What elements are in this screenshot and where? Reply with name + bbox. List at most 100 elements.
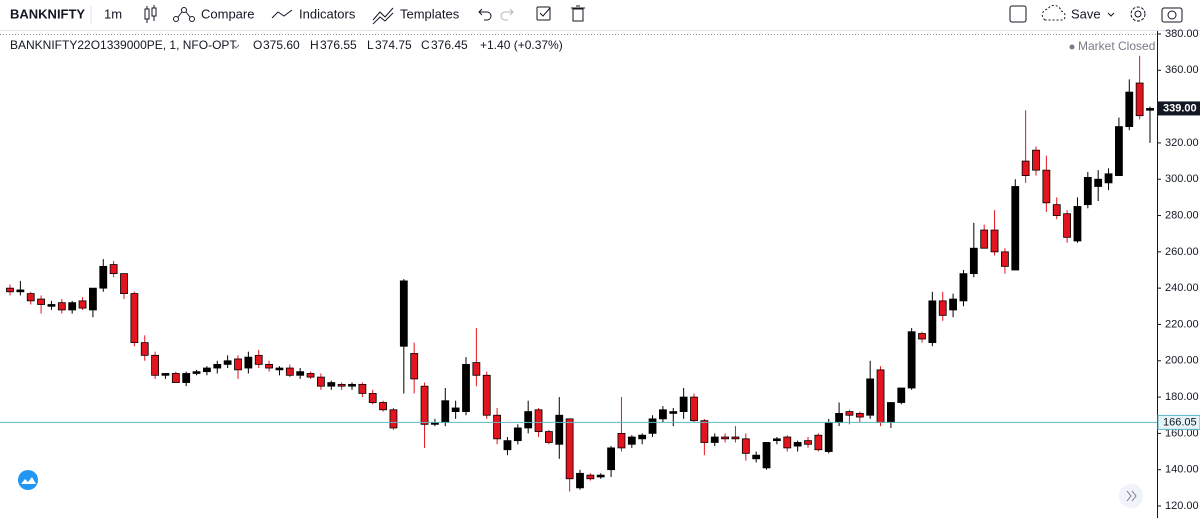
candle-body bbox=[441, 400, 450, 423]
candle-body bbox=[47, 304, 56, 307]
candle-body bbox=[638, 434, 647, 440]
candle-body bbox=[68, 302, 77, 311]
candle-body bbox=[990, 229, 999, 253]
y-tick-label: 140.00 bbox=[1165, 464, 1199, 476]
candle-body bbox=[793, 442, 802, 447]
legend-h-key: H bbox=[310, 38, 319, 52]
candle-body bbox=[700, 420, 709, 443]
save-dropdown[interactable] bbox=[1107, 12, 1115, 17]
screenshot-checkbox[interactable] bbox=[536, 6, 551, 21]
candle-type-icon[interactable] bbox=[144, 5, 157, 23]
status-dot bbox=[1069, 44, 1075, 50]
candle-body bbox=[26, 293, 35, 302]
undo-button[interactable] bbox=[478, 8, 492, 21]
candle-body bbox=[1115, 126, 1123, 177]
candle-body bbox=[928, 300, 937, 344]
y-tick-label: 280.00 bbox=[1165, 209, 1199, 221]
indicators-button[interactable]: Indicators bbox=[299, 6, 356, 21]
candle-body bbox=[327, 382, 336, 387]
candle-body bbox=[918, 333, 926, 340]
redo-button[interactable] bbox=[500, 8, 514, 21]
legend-c-key: C bbox=[421, 38, 430, 52]
candle-body bbox=[752, 454, 761, 460]
delete-button[interactable] bbox=[571, 5, 585, 22]
candle-body bbox=[586, 474, 595, 480]
candle-body bbox=[1094, 178, 1103, 187]
candle-body bbox=[1073, 206, 1082, 242]
candle-body bbox=[534, 409, 543, 432]
scroll-to-realtime[interactable] bbox=[1119, 484, 1143, 508]
candle-body bbox=[120, 273, 128, 294]
candle-body bbox=[223, 360, 232, 365]
y-tick-label: 180.00 bbox=[1165, 391, 1199, 403]
legend-h: 376.55 bbox=[320, 38, 357, 52]
candle-body bbox=[679, 396, 688, 413]
candle-body bbox=[1021, 160, 1030, 176]
candle-body bbox=[1083, 177, 1092, 206]
candle-body bbox=[669, 411, 678, 414]
candle-body bbox=[37, 298, 45, 305]
symbol[interactable]: BANKNIFTY bbox=[10, 6, 85, 21]
candle-body bbox=[1125, 91, 1134, 127]
indicators-icon[interactable] bbox=[271, 9, 293, 19]
y-tick-label: 240.00 bbox=[1165, 282, 1199, 294]
candle-body bbox=[596, 474, 605, 478]
candle-body bbox=[1011, 186, 1020, 271]
legend-dropdown[interactable] bbox=[232, 44, 240, 49]
candle-body bbox=[306, 373, 315, 378]
candle-body bbox=[192, 371, 201, 374]
candle-body bbox=[845, 411, 854, 416]
candle-body bbox=[389, 409, 398, 429]
candle-body bbox=[648, 418, 657, 434]
candle-body bbox=[949, 298, 957, 311]
candle-body bbox=[151, 354, 159, 376]
candle-body bbox=[234, 358, 242, 371]
y-tick-label: 120.00 bbox=[1165, 500, 1199, 512]
compare-button[interactable]: Compare bbox=[201, 6, 254, 21]
candle-body bbox=[6, 287, 14, 293]
candle-body bbox=[203, 367, 211, 373]
candle-body bbox=[524, 411, 533, 429]
templates-icon[interactable] bbox=[372, 12, 394, 25]
candle-body bbox=[980, 229, 989, 249]
candle-body bbox=[814, 434, 823, 451]
templates-button[interactable]: Templates bbox=[400, 6, 460, 21]
candle-body bbox=[710, 436, 719, 443]
candle-body bbox=[1042, 169, 1051, 204]
legend-o: 375.60 bbox=[263, 38, 300, 52]
candle-body bbox=[399, 280, 408, 347]
candle-body bbox=[109, 264, 118, 275]
legend-c: 376.45 bbox=[431, 38, 468, 52]
snapshot-button[interactable] bbox=[1161, 7, 1183, 23]
candle-body bbox=[804, 440, 812, 445]
candle-body bbox=[16, 289, 25, 293]
compare-icon[interactable] bbox=[173, 7, 195, 22]
candle-body bbox=[472, 362, 481, 376]
candle-body bbox=[555, 414, 564, 445]
legend-instrument: BANKNIFTY22O1339000PE, 1, NFO-OPT bbox=[10, 38, 237, 52]
last-price-label: 339.00 bbox=[1163, 102, 1197, 114]
y-tick-label: 160.00 bbox=[1165, 427, 1199, 439]
fullscreen-button[interactable] bbox=[1009, 5, 1027, 23]
candle-body bbox=[244, 356, 253, 369]
candle-body bbox=[1104, 173, 1113, 184]
legend-o-key: O bbox=[253, 38, 262, 52]
candle-body bbox=[254, 354, 263, 365]
candle-body bbox=[617, 432, 626, 449]
candle-body bbox=[285, 367, 294, 376]
candle-body bbox=[513, 427, 522, 442]
candle-body bbox=[410, 353, 419, 380]
candle-body bbox=[57, 302, 66, 311]
candle-body bbox=[182, 373, 191, 383]
interval[interactable]: 1m bbox=[104, 6, 122, 21]
templates-icon[interactable] bbox=[372, 7, 394, 21]
legend-l-key: L bbox=[367, 38, 374, 52]
y-tick-label: 380.00 bbox=[1165, 28, 1199, 40]
candle-body bbox=[876, 369, 885, 423]
candle-body bbox=[545, 431, 553, 443]
candle-body bbox=[1135, 82, 1144, 117]
settings-button[interactable] bbox=[1130, 6, 1146, 22]
save-button[interactable]: Save bbox=[1071, 6, 1101, 21]
logo[interactable] bbox=[18, 470, 38, 490]
candle-body bbox=[866, 378, 875, 416]
